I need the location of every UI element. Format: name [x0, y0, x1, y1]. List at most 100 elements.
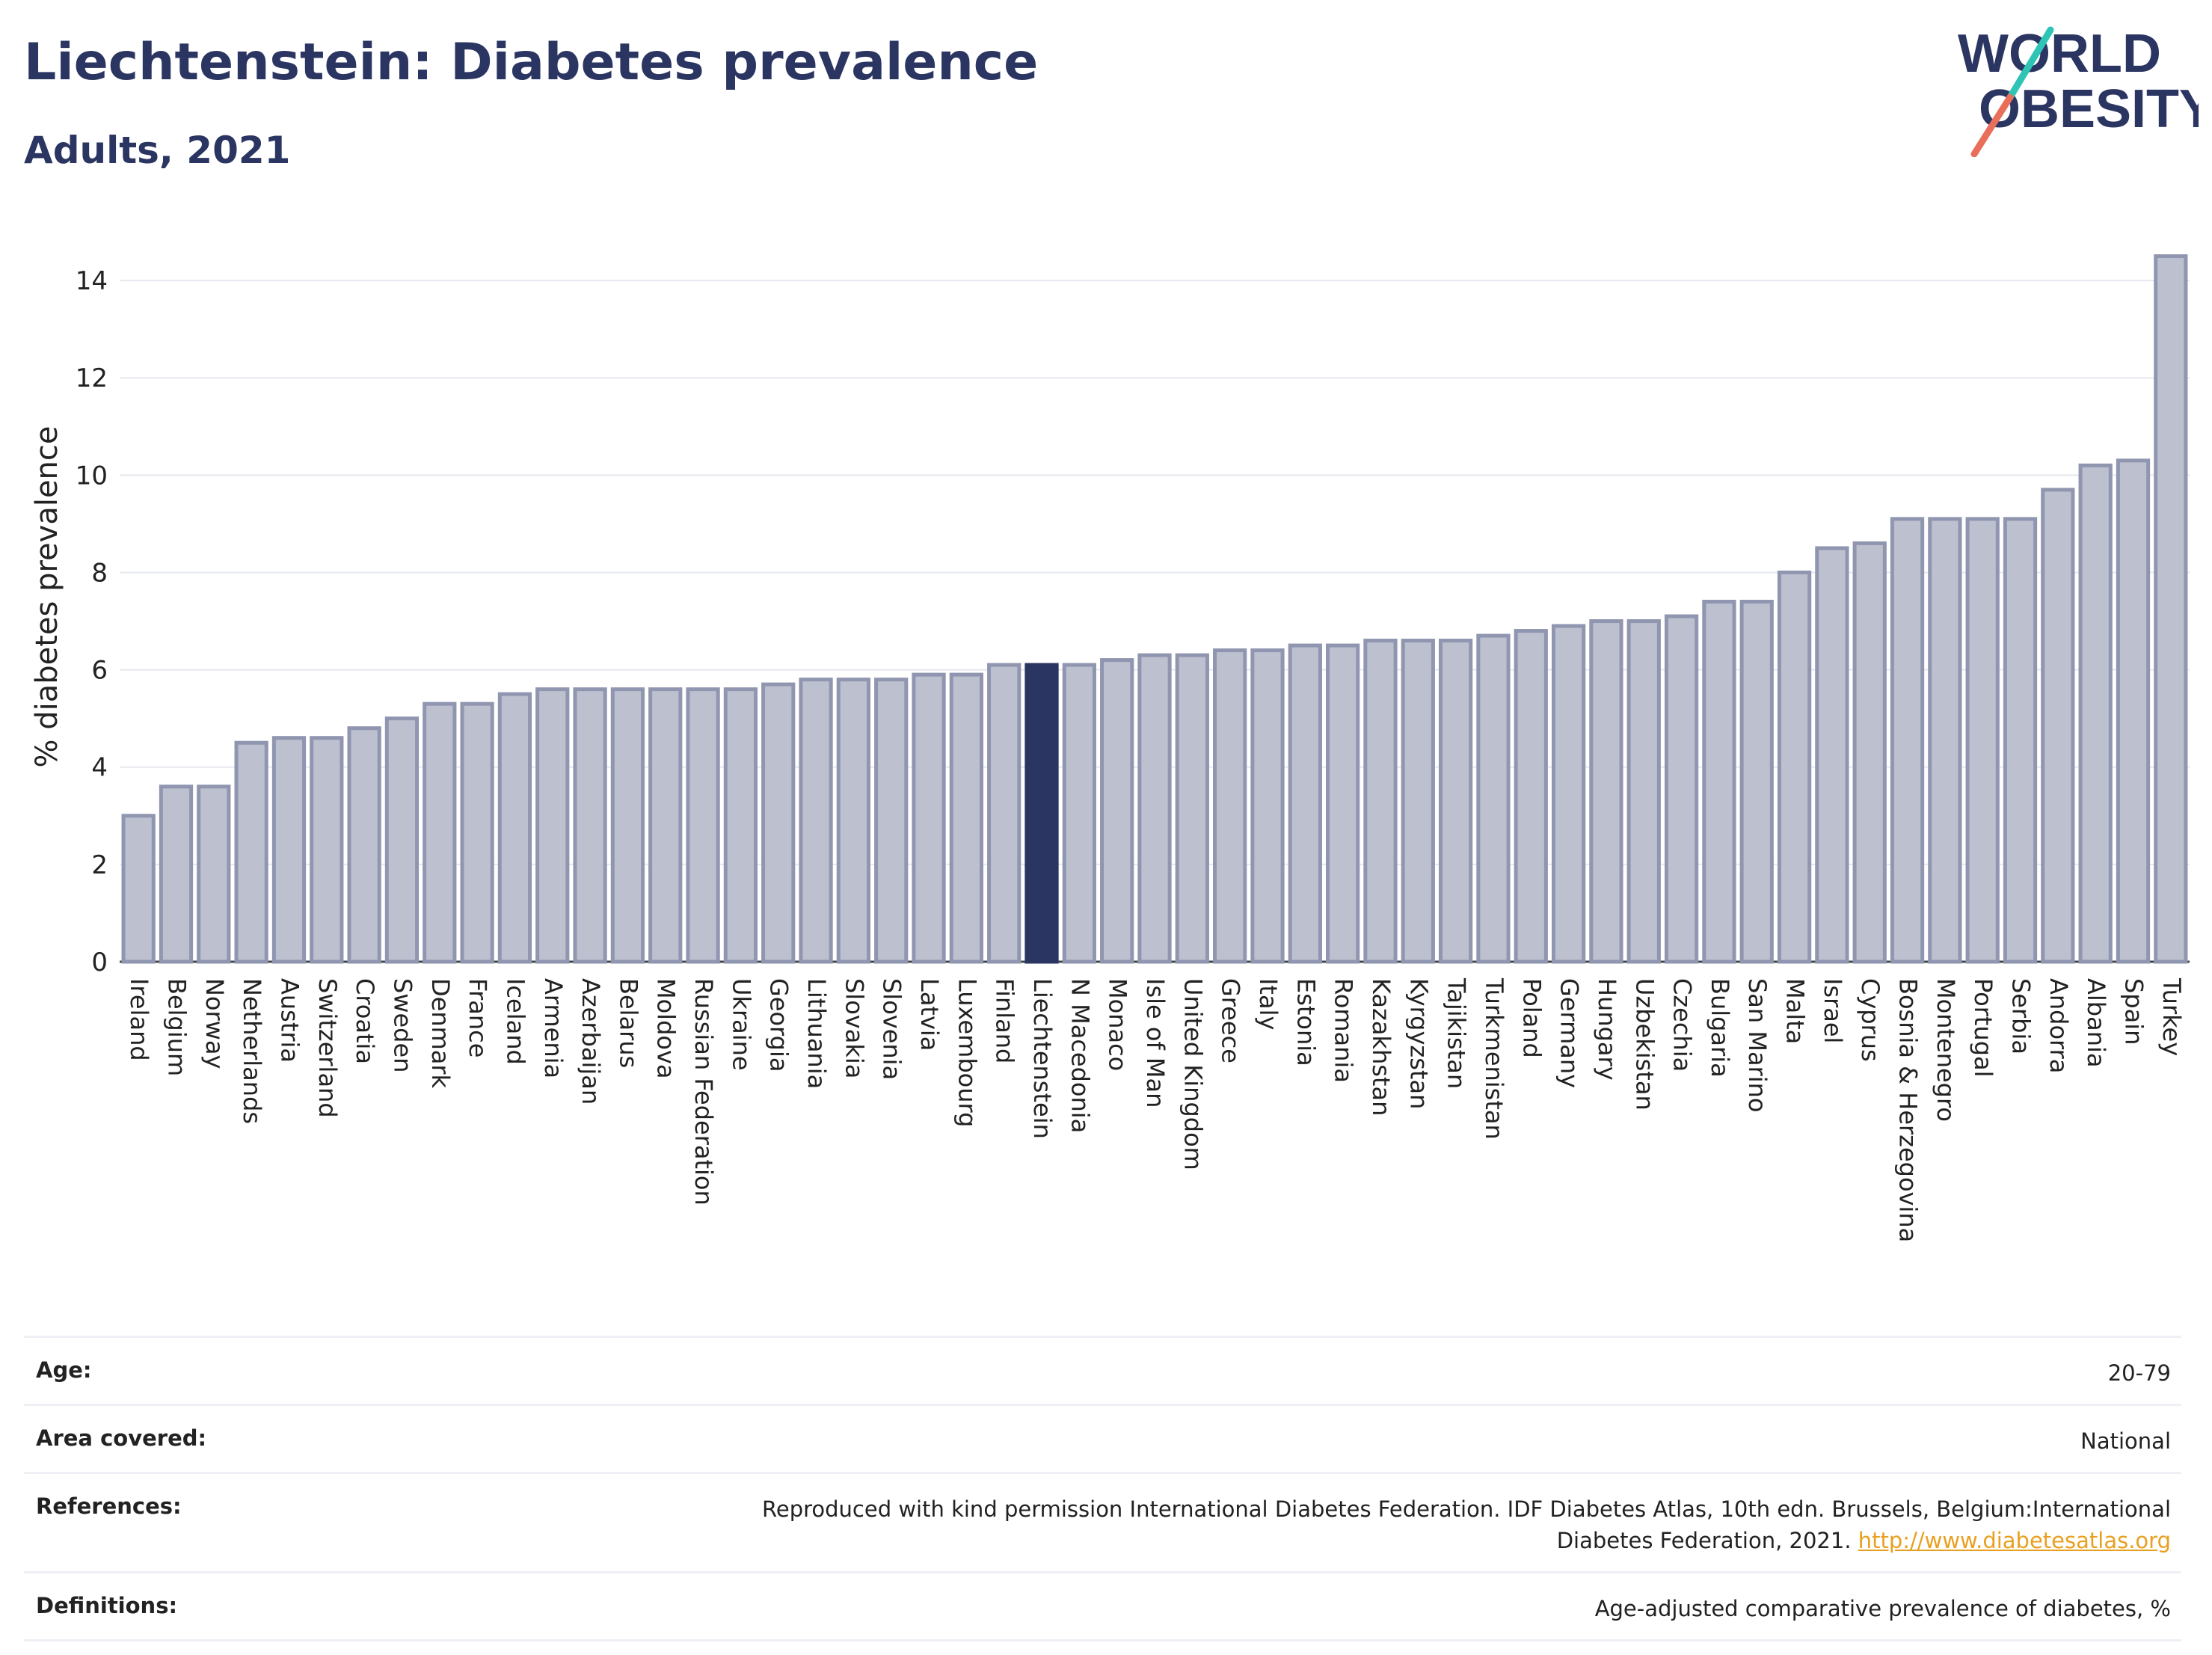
bar-slovenia[interactable]	[874, 678, 909, 964]
y-tick-label: 4	[91, 753, 108, 783]
x-tick-label: Turkey	[2157, 977, 2186, 1056]
x-tick-label: Uzbekistan	[1630, 978, 1659, 1111]
x-tick-label: United Kingdom	[1179, 978, 1207, 1170]
bar-russian-federation[interactable]	[686, 687, 720, 964]
bar-bosnia-herzegovina[interactable]	[1890, 517, 1925, 964]
references-text: Reproduced with kind permission Internat…	[762, 1496, 2171, 1554]
y-tick-labels: 0 2 4 6 8 10 12 14	[76, 266, 108, 977]
bar-kyrgyzstan[interactable]	[1401, 639, 1435, 964]
bar-hungary[interactable]	[1589, 619, 1623, 964]
bar-belgium[interactable]	[159, 784, 194, 964]
logo-slash-coral	[1970, 93, 2014, 157]
x-tick-label: Ireland	[125, 978, 153, 1061]
bar-iceland[interactable]	[497, 692, 532, 964]
bar-georgia[interactable]	[761, 682, 796, 964]
bar-norway[interactable]	[197, 784, 231, 964]
bar-portugal[interactable]	[1965, 517, 2000, 964]
x-tick-label: Albania	[2082, 978, 2110, 1067]
x-tick-label: Finland	[991, 978, 1019, 1063]
y-axis-title: % diabetes prevalence	[30, 426, 64, 767]
bar-turkmenistan[interactable]	[1476, 633, 1511, 964]
bar-liechtenstein[interactable]	[1024, 663, 1059, 964]
x-tick-label: Austria	[275, 978, 304, 1063]
bar-andorra[interactable]	[2041, 488, 2075, 964]
bar-isle-of-man[interactable]	[1137, 653, 1172, 964]
info-key: References:	[36, 1493, 182, 1520]
bar-greece[interactable]	[1213, 648, 1247, 964]
bar-slovakia[interactable]	[836, 678, 871, 964]
x-tick-label: Malta	[1781, 978, 1810, 1044]
x-tick-label: Iceland	[501, 978, 529, 1065]
bar-poland[interactable]	[1514, 629, 1548, 964]
diabetes-atlas-link[interactable]: http://www.diabetesatlas.org	[1858, 1528, 2171, 1554]
bar-cyprus[interactable]	[1852, 541, 1887, 964]
x-tick-label: Norway	[200, 978, 229, 1069]
bar-turkey[interactable]	[2154, 254, 2188, 964]
x-tick-label: Azerbaijan	[577, 978, 605, 1105]
bar-uzbekistan[interactable]	[1626, 619, 1661, 964]
bar-austria[interactable]	[271, 736, 307, 964]
info-key: Age:	[36, 1357, 92, 1383]
bar-spain[interactable]	[2116, 458, 2151, 964]
bar-croatia[interactable]	[347, 726, 381, 964]
bar-denmark[interactable]	[423, 701, 457, 964]
x-tick-label: Denmark	[426, 978, 455, 1089]
bar-romania[interactable]	[1326, 643, 1360, 964]
bar-latvia[interactable]	[912, 672, 946, 964]
bar-belarus[interactable]	[610, 687, 645, 964]
bar-malta[interactable]	[1777, 570, 1812, 964]
bar-albania[interactable]	[2078, 463, 2113, 964]
bar-serbia[interactable]	[2003, 517, 2038, 964]
bar-kazakhstan[interactable]	[1363, 639, 1398, 964]
y-tick-label: 12	[76, 363, 108, 393]
bar-armenia[interactable]	[535, 687, 570, 964]
bar-montenegro[interactable]	[1928, 517, 1962, 964]
info-row-references: References: Reproduced with kind permiss…	[24, 1472, 2181, 1571]
x-tick-label: Germany	[1555, 978, 1584, 1088]
logo-slash-teal	[2006, 26, 2054, 101]
bar-israel[interactable]	[1815, 546, 1849, 964]
x-tick-label: Belgium	[162, 978, 191, 1076]
bar-sweden[interactable]	[384, 716, 420, 964]
bar-n-macedonia[interactable]	[1062, 663, 1096, 964]
x-tick-label: Kyrgyzstan	[1404, 978, 1433, 1109]
bar-chart: 0 2 4 6 8 10 12 14 Ireland Belgium Norway Netherla…	[30, 254, 2190, 1242]
x-tick-label: Cyprus	[1856, 978, 1884, 1062]
logo-line-1: WORLD	[1958, 24, 2161, 84]
info-key: Definitions:	[36, 1593, 178, 1619]
bar-switzerland[interactable]	[310, 736, 344, 964]
info-key: Area covered:	[36, 1425, 207, 1452]
x-tick-label: Netherlands	[238, 978, 266, 1124]
x-tick-label: Turkmenistan	[1480, 977, 1508, 1140]
x-tick-label: Armenia	[539, 978, 568, 1078]
x-tick-label: Spain	[2120, 978, 2148, 1045]
bar-monaco[interactable]	[1100, 658, 1134, 964]
x-tick-label: Italy	[1254, 978, 1282, 1030]
bar-estonia[interactable]	[1288, 643, 1322, 964]
bar-lithuania[interactable]	[799, 678, 833, 964]
bar-san-marino[interactable]	[1739, 600, 1774, 964]
bar-ireland[interactable]	[121, 814, 156, 964]
bar-luxembourg[interactable]	[949, 672, 983, 964]
bar-azerbaijan[interactable]	[573, 687, 607, 964]
y-tick-label: 0	[91, 948, 108, 977]
x-tick-label: Hungary	[1593, 978, 1621, 1081]
bar-italy[interactable]	[1250, 648, 1285, 964]
bar-germany[interactable]	[1551, 624, 1586, 964]
x-tick-label: Greece	[1217, 978, 1245, 1063]
x-tick-label: Russian Federation	[689, 978, 718, 1206]
bar-czechia[interactable]	[1664, 614, 1699, 964]
bar-tajikistan[interactable]	[1438, 639, 1473, 964]
bar-france[interactable]	[460, 701, 494, 964]
bar-netherlands[interactable]	[234, 740, 268, 964]
x-tick-label: Montenegro	[1932, 978, 1960, 1122]
x-tick-label: Estonia	[1291, 978, 1320, 1066]
bar-bulgaria[interactable]	[1702, 600, 1736, 964]
bar-united-kingdom[interactable]	[1175, 653, 1209, 964]
bar-finland[interactable]	[987, 663, 1021, 964]
bar-ukraine[interactable]	[723, 687, 758, 964]
info-row-definitions: Definitions: Age-adjusted comparative pr…	[24, 1571, 2181, 1642]
world-obesity-logo[interactable]: WORLD OBESITY	[1944, 22, 2199, 157]
x-tick-label: Lithuania	[802, 978, 831, 1089]
bar-moldova[interactable]	[648, 687, 683, 964]
